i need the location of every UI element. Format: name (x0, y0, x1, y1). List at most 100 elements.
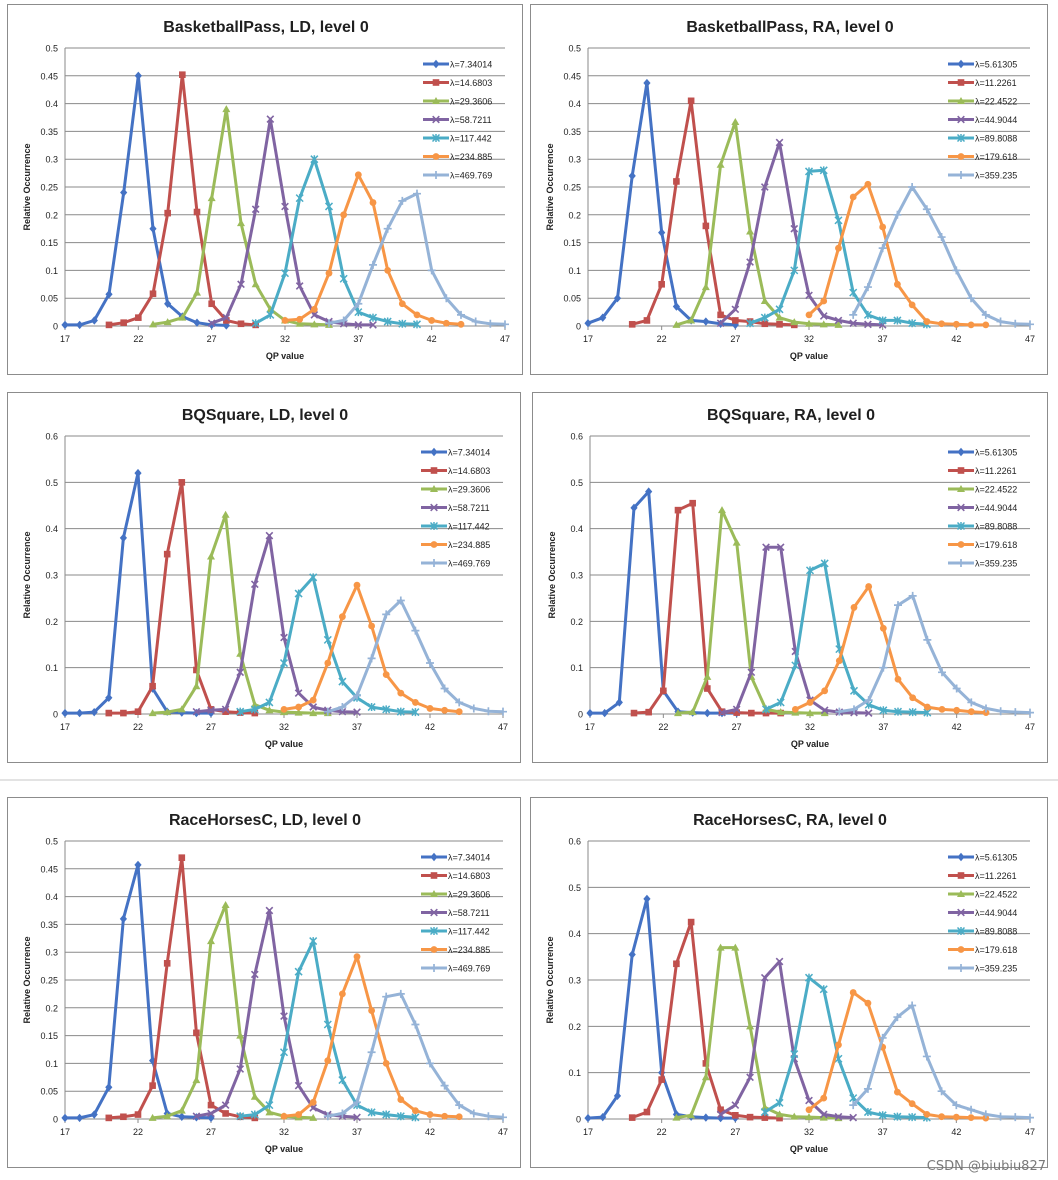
series-6 (849, 183, 1034, 329)
legend-label: λ=14.6803 (450, 78, 492, 88)
y-tick-label: 0.1 (45, 266, 58, 276)
legend-item: λ=11.2261 (948, 871, 1017, 881)
data-point (805, 319, 813, 327)
data-point (923, 318, 931, 325)
legend-label: λ=22.4522 (975, 97, 1017, 107)
data-point (294, 967, 303, 976)
data-point (383, 224, 392, 233)
data-point (266, 310, 275, 319)
legend-marker (957, 872, 965, 879)
data-point (90, 316, 98, 325)
legend-marker (957, 79, 965, 86)
data-point (835, 244, 842, 252)
series-5 (805, 180, 990, 329)
data-point (673, 960, 680, 968)
data-point (339, 613, 346, 621)
legend-label: λ=469.769 (450, 171, 492, 181)
x-tick-label: 47 (498, 722, 508, 732)
x-axis-label: QP value (266, 351, 304, 361)
data-point (353, 1098, 361, 1107)
data-point (237, 219, 245, 227)
data-point (178, 1112, 186, 1121)
data-point (982, 709, 990, 717)
data-point (221, 900, 230, 908)
legend-marker (957, 964, 965, 972)
data-point (105, 693, 113, 702)
data-point (149, 224, 157, 233)
data-point (354, 299, 363, 308)
data-point (120, 1113, 127, 1121)
data-point (761, 320, 769, 328)
data-point (804, 973, 814, 982)
data-point (222, 105, 231, 113)
chart-panel-bqsquare-ra: BQSquare, RA, level 0 0 0.1 0.2 0.3 0.4 0.5 0.6… (532, 392, 1048, 763)
data-point (412, 1107, 419, 1115)
legend: λ=5.61305 λ=11.2261 λ=22.4522 λ=44.9044 λ=89… (948, 448, 1017, 569)
data-point (309, 703, 318, 711)
data-point (354, 321, 363, 329)
data-point (207, 194, 216, 202)
data-point (412, 699, 419, 706)
x-axis-label: QP value (265, 1144, 303, 1154)
legend-label: λ=234.885 (448, 540, 490, 550)
data-point (894, 280, 901, 288)
y-tick-label: 0.2 (568, 1022, 581, 1032)
data-point (628, 1114, 636, 1121)
data-point (383, 317, 392, 326)
legend: λ=5.61305 λ=11.2261 λ=22.4522 λ=44.9044 λ=89… (948, 853, 1017, 974)
data-point (134, 468, 142, 478)
data-point (382, 610, 391, 619)
data-point (280, 633, 288, 642)
legend-label: λ=5.61305 (975, 448, 1017, 458)
data-point (280, 269, 290, 278)
data-point (952, 1113, 960, 1121)
x-axis-label: QP value (791, 739, 829, 749)
series-6 (323, 596, 507, 716)
series-line (719, 960, 854, 1120)
data-point (499, 1113, 507, 1122)
data-point (865, 583, 873, 590)
y-tick-label: 0.35 (40, 127, 58, 137)
data-point (323, 635, 332, 644)
data-point (164, 209, 171, 217)
data-point (338, 1109, 347, 1118)
data-point (340, 211, 348, 219)
data-point (879, 624, 887, 632)
data-point (672, 320, 681, 328)
data-point (413, 189, 421, 198)
data-point (339, 274, 348, 283)
legend-label: λ=7.34014 (450, 60, 492, 70)
data-point (849, 319, 858, 328)
data-point (716, 319, 725, 328)
legend-marker (430, 503, 438, 512)
watermark-text: CSDN @biubiu827 (926, 1159, 1046, 1174)
data-point (746, 1113, 754, 1121)
data-point (878, 1033, 887, 1042)
y-tick-label: 0.4 (45, 524, 58, 534)
data-point (250, 1092, 259, 1100)
legend-label: λ=89.8088 (975, 927, 1017, 937)
data-point (996, 1112, 1005, 1121)
chart-title: BQSquare, LD, level 0 (182, 407, 348, 424)
legend-item: λ=11.2261 (948, 466, 1017, 476)
data-point (776, 1114, 783, 1122)
data-point (207, 1109, 215, 1118)
data-point (672, 1113, 681, 1121)
data-point (922, 205, 931, 214)
data-point (938, 668, 946, 677)
data-point (251, 205, 260, 214)
x-tick-label: 47 (498, 1127, 508, 1137)
data-point (967, 294, 976, 303)
data-point (835, 1041, 842, 1049)
data-point (323, 1020, 332, 1029)
data-point (909, 694, 917, 702)
data-point (105, 1114, 113, 1122)
data-point (643, 1108, 651, 1116)
data-point (134, 708, 142, 715)
y-tick-label: 0.5 (45, 478, 58, 488)
data-point (761, 705, 771, 714)
y-tick-label: 0.1 (45, 1059, 58, 1069)
legend-item: λ=359.235 (948, 964, 1017, 974)
y-tick-label: 0.5 (568, 44, 581, 54)
data-point (908, 1001, 917, 1010)
